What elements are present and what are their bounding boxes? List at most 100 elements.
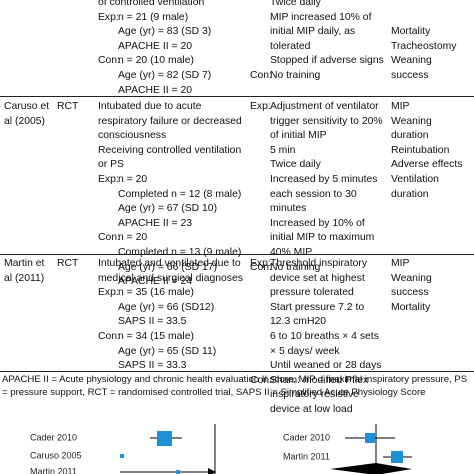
- group-item: n = 21 (9 male): [118, 11, 189, 23]
- intervention-item: Stopped if adverse signs: [270, 55, 384, 67]
- outcomes: MIP Weaning success Mortality: [391, 257, 471, 315]
- group-label: Con:: [250, 69, 272, 81]
- study-label: Martin 2011: [283, 451, 330, 461]
- group-label: Exp:: [98, 11, 119, 23]
- participant-text: Intubated and ventilated due to medical …: [98, 258, 243, 284]
- study-box: [120, 454, 124, 458]
- group-item: Completed n = 12 (8 male): [118, 188, 242, 200]
- group: Exp: Threshold inspiratory device set at …: [250, 257, 386, 374]
- group-item: Age (yr) = 66 (SD 17): [118, 261, 218, 273]
- group-item: APACHE II = 20: [118, 84, 193, 96]
- intervention-item: Until weaned or 28 days: [270, 360, 382, 372]
- group-item: n = 20 (10 male): [118, 55, 194, 67]
- group: Con: Sham: modified Pflex inspiratory res…: [250, 374, 386, 418]
- study-box: [176, 470, 180, 474]
- intervention: Twice daily MIP increased 10% of initial …: [250, 0, 386, 84]
- outcome: Weaning duration: [391, 115, 432, 142]
- participant-text: of controlled ventilation: [98, 0, 205, 8]
- study-box: [391, 451, 403, 463]
- study-label: Caruso 2005: [30, 450, 82, 460]
- group: Con: No training: [250, 69, 386, 84]
- participant-text: Intubated due to acute respiratory failu…: [98, 101, 242, 142]
- group-label: Exp:: [98, 173, 119, 185]
- group-label: Exp:: [250, 101, 271, 112]
- outcome: Tracheostomy: [391, 40, 457, 52]
- pooled-diamond: [330, 463, 412, 474]
- group-item: SAPS II = 33.5: [118, 316, 187, 328]
- group-label: Con:: [98, 232, 120, 244]
- intervention-item: Twice daily: [270, 159, 321, 171]
- intervention-item: Twice daily: [270, 0, 321, 8]
- arrow: [208, 468, 216, 474]
- row-rule: [0, 96, 474, 97]
- group-label: Con:: [98, 55, 120, 67]
- group-item: APACHE II = 24: [118, 276, 193, 288]
- group-label: Exp:: [98, 287, 119, 299]
- intervention-item: Threshold inspiratory device set at high…: [270, 258, 368, 299]
- outcome: MIP: [391, 101, 410, 112]
- group-item: APACHE II = 23: [118, 217, 193, 229]
- outcomes: Mortality Tracheostomy Weaning success: [391, 25, 471, 83]
- group-label: Con:: [98, 330, 120, 342]
- outcome: Mortality: [391, 26, 431, 37]
- study-label: Martin 2011: [30, 466, 77, 474]
- outcome: Mortality: [391, 301, 431, 313]
- intervention-item: MIP increased 10% of initial MIP daily, …: [270, 11, 372, 52]
- group-item: Age (yr) = 67 (SD 10): [118, 203, 218, 215]
- group-item: n = 34 (15 male): [118, 330, 194, 342]
- group: Con: n = 20 Completed n = 13 (9 male) Age (…: [98, 231, 246, 289]
- row-rule: [0, 254, 474, 255]
- intervention-item: Adjustment of ventilator trigger sensiti…: [270, 101, 383, 142]
- intervention-item: Increased by 5 minutes each session to 3…: [270, 173, 378, 215]
- intervention: Exp: Threshold inspiratory device set at …: [250, 257, 386, 418]
- group: Exp: n = 20 Completed n = 12 (8 male) Age (…: [98, 173, 246, 231]
- group-label: Con:: [250, 374, 272, 386]
- group-item: n = 20: [118, 232, 148, 244]
- outcome: Weaning success: [391, 272, 432, 299]
- study-box: [157, 431, 172, 446]
- outcome: MIP: [391, 258, 410, 269]
- group: Con: No training: [250, 261, 386, 276]
- group-item: Completed n = 13 (9 male): [118, 246, 242, 258]
- intervention: Exp: Adjustment of ventilator trigger sen…: [250, 100, 386, 275]
- group: Exp: n = 21 (9 male) Age (yr) = 83 (SD 3) A…: [98, 11, 246, 55]
- design: RCT: [57, 258, 79, 269]
- intervention-item: Increased by 10% of initial MIP to maxim…: [270, 217, 375, 258]
- participant-text: Receiving controlled ventilation or PS: [98, 144, 242, 171]
- row-rule: [0, 371, 474, 372]
- group-item: Age (yr) = 83 (SD 3): [118, 26, 212, 38]
- group-item: APACHE II = 20: [118, 40, 193, 52]
- group: Twice daily MIP increased 10% of initial …: [250, 0, 386, 69]
- intervention-item: 6 to 10 breaths × 4 sets × 5 days/ week: [270, 330, 379, 357]
- group-item: n = 35 (16 male): [118, 287, 194, 299]
- group: Con: n = 20 (10 male) Age (yr) = 82 (SD 7)…: [98, 54, 246, 98]
- group-label: Exp:: [250, 258, 271, 269]
- participants: of controlled ventilation Exp: n = 21 (9 m…: [98, 0, 246, 98]
- study-label: Cader 2010: [283, 432, 330, 442]
- participants: Intubated due to acute respiratory failu…: [98, 100, 246, 290]
- group-item: SAPS II = 33.3: [118, 360, 187, 372]
- outcome: Reintubation: [391, 144, 450, 156]
- study: Martin et al (2011): [4, 258, 45, 284]
- outcome: Ventilation duration: [391, 173, 439, 200]
- intervention-item: No training: [270, 69, 321, 81]
- study: Caruso et al (2005): [4, 101, 50, 127]
- group: Exp: n = 35 (16 male) Age (yr) = 66 (SD12)…: [98, 286, 246, 330]
- intervention-item: 5 min: [270, 144, 296, 156]
- group-item: n = 20: [118, 173, 148, 185]
- intervention-item: Sham: modified Pflex inspiratory resisti…: [270, 374, 369, 415]
- outcomes: MIP Weaning duration Reintubation Adverse e…: [391, 100, 471, 202]
- study-label: Cader 2010: [30, 432, 77, 442]
- design: RCT: [57, 101, 79, 112]
- footnote: APACHE II = Acute physiology and chronic…: [2, 374, 468, 398]
- outcome: Adverse effects: [391, 159, 463, 171]
- group-item: Age (yr) = 82 (SD 7): [118, 69, 212, 81]
- study-box: [365, 433, 375, 443]
- intervention-item: No training: [270, 261, 321, 273]
- intervention-item: Start pressure 7.2 to 12.3 cmH20: [270, 301, 365, 328]
- outcome: Weaning success: [391, 55, 432, 81]
- group: Exp: Adjustment of ventilator trigger sen…: [250, 100, 386, 261]
- group: Con: n = 34 (15 male) Age (yr) = 65 (SD 11…: [98, 330, 246, 374]
